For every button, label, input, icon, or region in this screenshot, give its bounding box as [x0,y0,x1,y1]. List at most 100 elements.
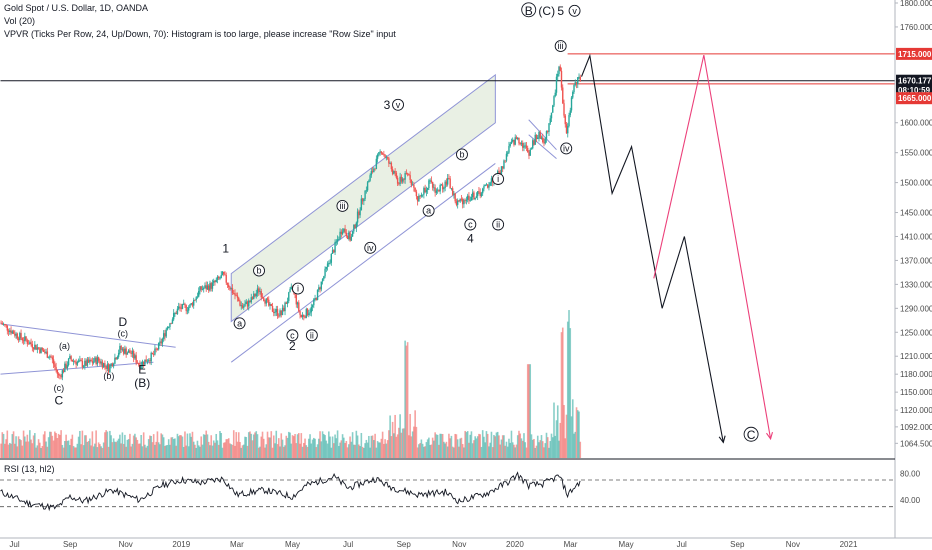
candle-body-320 [400,176,403,182]
volume-bar-170 [212,440,215,458]
candle-body-44 [55,367,57,370]
rsi-pane: 80.00 40.00 [0,469,921,512]
volume-bar-329 [411,431,414,458]
volume-bar-395 [494,436,497,458]
volume-bar-348 [435,434,438,458]
volume-bar-314 [393,433,395,458]
volume-indicator-label[interactable]: Vol (20) [4,16,36,26]
volume-bar-371 [464,430,466,458]
volume-bar-267 [334,434,336,458]
price-tick-label-14: 1210.000 [900,352,932,361]
volume-bar-84 [105,430,107,458]
volume-bar-362 [453,447,455,458]
candle-body-409 [512,139,514,142]
volume-bar-169 [211,445,214,458]
volume-bar-75 [94,443,96,458]
volume-bar-247 [309,434,311,458]
volume-bar-356 [445,441,448,458]
time-tick-label-8: Nov [452,540,466,549]
candle-body-259 [324,268,326,277]
volume-bar-187 [234,445,236,458]
candle-body-313 [391,169,394,174]
candle-body-15 [19,333,21,340]
candle-body-100 [125,348,127,355]
volume-bar-142 [177,436,180,458]
candle-body-374 [468,195,470,201]
time-tick-label-5: May [285,540,300,549]
volume-bar-221 [276,444,279,458]
candle-body-45 [56,369,59,374]
rsi-line [0,471,581,512]
candle-body-371 [464,200,466,202]
candle-body-104 [130,353,132,355]
wave-label-12: c [290,330,295,340]
volume-bar-235 [294,434,296,458]
volume-bar-421 [526,364,529,458]
volume-bar-280 [350,441,353,458]
rsi-indicator-label[interactable]: RSI (13, hl2) [4,464,55,474]
volume-bar-83 [104,432,106,458]
volume-bar-459 [574,431,577,458]
projection-layer [581,53,774,444]
volume-bar-175 [219,431,221,458]
volume-bar-458 [573,433,575,458]
wave-label-circle-19 [422,204,435,217]
candle-body-420 [525,145,528,148]
volume-bar-260 [325,440,328,458]
volume-bar-224 [280,433,283,458]
volume-bar-363 [454,433,456,458]
candle-body-14 [17,338,20,340]
volume-bar-335 [419,443,421,458]
vpvr-indicator-label[interactable]: VPVR (Ticks Per Row, 24, Up/Down, 70): H… [4,29,396,39]
candle-body-245 [306,308,309,316]
candle-body-158 [198,290,200,297]
candle-body-364 [455,201,458,205]
candle-body-443 [554,92,556,97]
candle-body-115 [144,359,146,365]
candle-body-121 [151,352,154,354]
volume-bar-111 [139,443,141,458]
time-tick-label-6: Jul [343,540,353,549]
candle-body-90 [112,363,115,367]
candle-body-377 [471,192,474,198]
candle-body-432 [540,137,543,139]
volume-bar-236 [295,443,298,458]
candle-body-236 [295,294,297,305]
volume-bar-25 [31,443,34,458]
candle-body-338 [423,187,425,195]
volume-bar-258 [323,434,325,458]
volume-bar-400 [500,439,503,458]
candle-body-131 [164,333,166,337]
candle-body-263 [329,262,331,264]
candle-body-412 [515,137,518,140]
volume-bar-406 [508,438,510,458]
candle-body-184 [230,288,232,290]
candle-body-26 [32,347,35,350]
volume-bar-35 [44,431,46,458]
candle-body-262 [328,263,330,264]
volume-bar-136 [170,437,172,458]
volume-bar-130 [162,437,165,458]
candle-body-308 [385,157,388,159]
candle-body-256 [320,281,323,290]
volume-bar-457 [571,399,574,458]
candle-body-136 [170,323,172,325]
candle-body-80 [100,361,102,364]
candle-body-315 [394,171,396,173]
volume-bar-337 [421,443,424,458]
time-tick-label-10: Mar [564,540,578,549]
volume-bar-326 [408,435,410,458]
volume-bar-405 [506,446,509,458]
volume-bar-250 [313,437,315,458]
volume-bar-81 [101,447,104,458]
volume-bar-60 [75,447,77,458]
volume-bar-390 [488,446,490,458]
candle-body-319 [399,176,401,184]
volume-bar-94 [117,438,120,458]
volume-bar-103 [129,433,131,458]
volume-bar-439 [549,441,552,458]
candle-body-300 [375,158,378,169]
volume-bar-410 [513,444,515,458]
volume-bar-90 [112,438,115,458]
